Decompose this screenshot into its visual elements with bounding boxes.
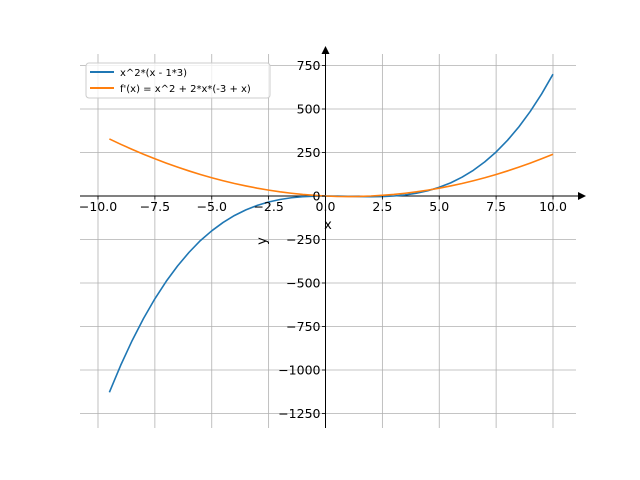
y-tick-label-7: −1000 (278, 363, 320, 378)
legend: x^2*(x - 1*3) f'(x) = x^2 + 2*x*(-3 + x) (85, 62, 271, 99)
legend-label-0: x^2*(x - 1*3) (120, 68, 187, 79)
ticks: −10.0 −7.5 −5.0 −2.5 0.0 2.5 5.0 7.5 10.0 750 500 2… (79, 58, 567, 421)
x-tick-label-0: −10.0 (79, 199, 117, 214)
x-tick-label-6: 5.0 (429, 199, 449, 214)
x-tick-label-8: 10.0 (539, 199, 567, 214)
y-tick-label-6: −750 (286, 319, 320, 334)
y-tick-label-1: 500 (297, 102, 321, 117)
y-tick-label-8: −1250 (278, 406, 320, 421)
y-tick-label-2: 250 (297, 145, 321, 160)
axes (80, 46, 586, 428)
x-tick-label-3: −2.5 (253, 199, 283, 214)
x-tick-label-7: 7.5 (486, 199, 506, 214)
series-line-1 (109, 138, 554, 198)
y-tick-label-0: 750 (297, 58, 321, 73)
legend-label-1: f'(x) = x^2 + 2*x*(-3 + x) (120, 84, 251, 95)
y-tick-label-3: 0 (313, 189, 321, 204)
x-axis-arrow (578, 192, 586, 200)
x-tick-label-4: 0.0 (316, 199, 336, 214)
series-layer (108, 73, 554, 393)
legend-frame (85, 62, 271, 99)
x-tick-label-1: −7.5 (140, 199, 170, 214)
y-tick-label-5: −500 (286, 276, 320, 291)
series-line-0 (108, 73, 554, 393)
y-axis-arrow (321, 46, 330, 54)
x-tick-label-5: 2.5 (372, 199, 392, 214)
y-axis-label: y (255, 237, 270, 245)
grid (80, 54, 576, 428)
x-axis-label: x (324, 218, 332, 233)
x-tick-label-2: −5.0 (197, 199, 227, 214)
y-tick-label-4: −250 (286, 232, 320, 247)
